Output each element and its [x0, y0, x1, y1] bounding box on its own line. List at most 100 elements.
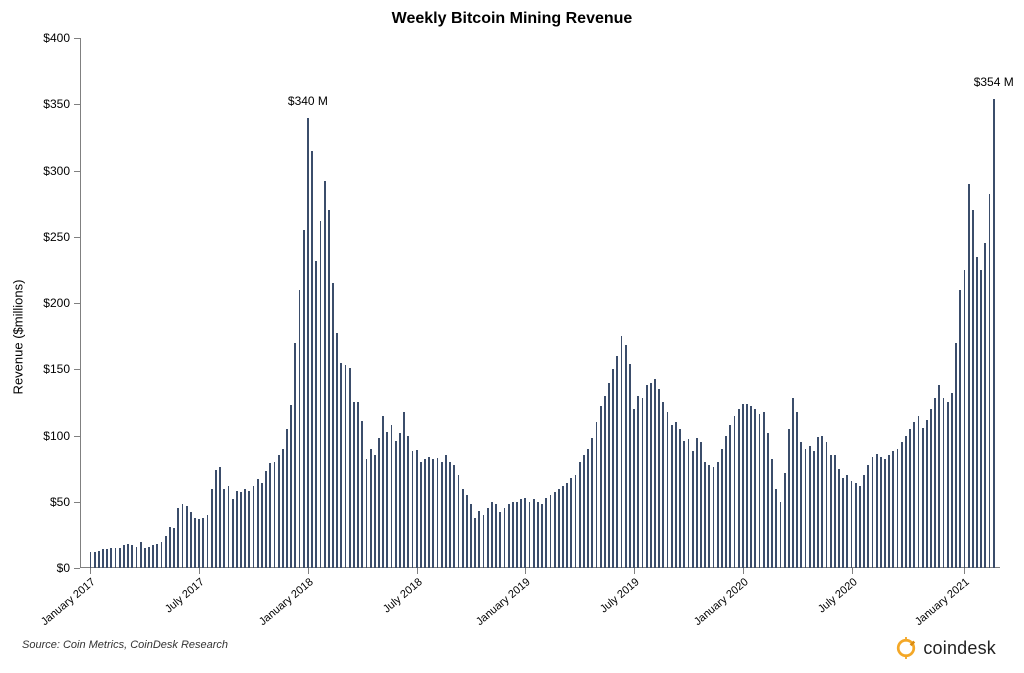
- bar: [219, 467, 221, 568]
- bar: [169, 527, 171, 568]
- bar: [349, 368, 351, 568]
- bar: [303, 230, 305, 568]
- bar: [625, 345, 627, 568]
- y-tick: [74, 502, 80, 503]
- bar: [692, 451, 694, 568]
- bar: [345, 365, 347, 568]
- bar: [253, 486, 255, 568]
- bar: [94, 552, 96, 568]
- bar: [984, 243, 986, 568]
- bar: [913, 422, 915, 568]
- bar: [704, 462, 706, 568]
- bar: [512, 502, 514, 568]
- bar: [934, 398, 936, 568]
- y-tick-label: $150: [43, 362, 70, 376]
- bar: [437, 458, 439, 568]
- bar: [336, 333, 338, 568]
- y-tick-label: $350: [43, 97, 70, 111]
- bar: [863, 475, 865, 568]
- bar: [968, 184, 970, 568]
- bar: [679, 429, 681, 568]
- bar: [637, 396, 639, 568]
- bar: [290, 405, 292, 568]
- bar: [366, 459, 368, 568]
- bar: [596, 422, 598, 568]
- x-tick: [525, 568, 526, 574]
- bar: [972, 210, 974, 568]
- bar: [324, 181, 326, 568]
- bar: [800, 442, 802, 568]
- bar: [570, 478, 572, 568]
- bar: [370, 449, 372, 568]
- bars-layer: [80, 38, 1000, 568]
- bar: [675, 422, 677, 568]
- y-tick-label: $300: [43, 164, 70, 178]
- x-tick: [199, 568, 200, 574]
- bar: [420, 462, 422, 568]
- bar: [144, 548, 146, 568]
- plot-area: $0$50$100$150$200$250$300$350$400January…: [80, 38, 1000, 568]
- bar: [943, 398, 945, 568]
- bar: [851, 481, 853, 568]
- x-tick: [308, 568, 309, 574]
- bar: [579, 462, 581, 568]
- bar: [391, 425, 393, 568]
- bar: [993, 99, 995, 568]
- bar: [474, 518, 476, 568]
- bar: [767, 433, 769, 568]
- chart-container: Weekly Bitcoin Mining Revenue Revenue ($…: [0, 0, 1024, 673]
- y-tick-label: $0: [57, 561, 70, 575]
- y-tick-label: $50: [50, 495, 70, 509]
- bar: [587, 449, 589, 568]
- bar: [508, 504, 510, 568]
- bar: [805, 449, 807, 568]
- bar: [629, 364, 631, 568]
- bar: [403, 412, 405, 568]
- bar: [721, 449, 723, 568]
- bar: [537, 502, 539, 568]
- bar: [897, 449, 899, 568]
- bar: [248, 491, 250, 568]
- x-tick: [743, 568, 744, 574]
- bar: [826, 442, 828, 568]
- bar: [395, 441, 397, 568]
- bar: [207, 515, 209, 568]
- y-tick: [74, 237, 80, 238]
- bar: [729, 425, 731, 568]
- bar: [918, 416, 920, 568]
- bar: [328, 210, 330, 568]
- bar: [951, 393, 953, 568]
- bar: [382, 416, 384, 568]
- bar: [202, 518, 204, 568]
- bar: [859, 486, 861, 568]
- bar: [299, 290, 301, 568]
- bar: [616, 356, 618, 568]
- bar: [533, 499, 535, 568]
- bar: [855, 483, 857, 568]
- bar: [282, 449, 284, 568]
- bar: [165, 536, 167, 568]
- bar: [717, 462, 719, 568]
- bar: [867, 465, 869, 568]
- bar: [386, 432, 388, 568]
- y-tick: [74, 38, 80, 39]
- bar: [612, 369, 614, 568]
- bar: [809, 446, 811, 568]
- bar: [294, 343, 296, 568]
- bar: [198, 519, 200, 568]
- bar: [734, 416, 736, 568]
- bar: [90, 552, 92, 568]
- bar: [976, 257, 978, 568]
- bar: [499, 512, 501, 568]
- bar: [516, 502, 518, 568]
- bar: [529, 502, 531, 568]
- coindesk-logo: coindesk: [895, 637, 996, 659]
- bar: [662, 402, 664, 568]
- bar: [265, 471, 267, 568]
- x-tick: [634, 568, 635, 574]
- bar: [872, 457, 874, 568]
- bar: [186, 506, 188, 568]
- bar: [713, 467, 715, 568]
- bar: [700, 442, 702, 568]
- bar: [215, 470, 217, 568]
